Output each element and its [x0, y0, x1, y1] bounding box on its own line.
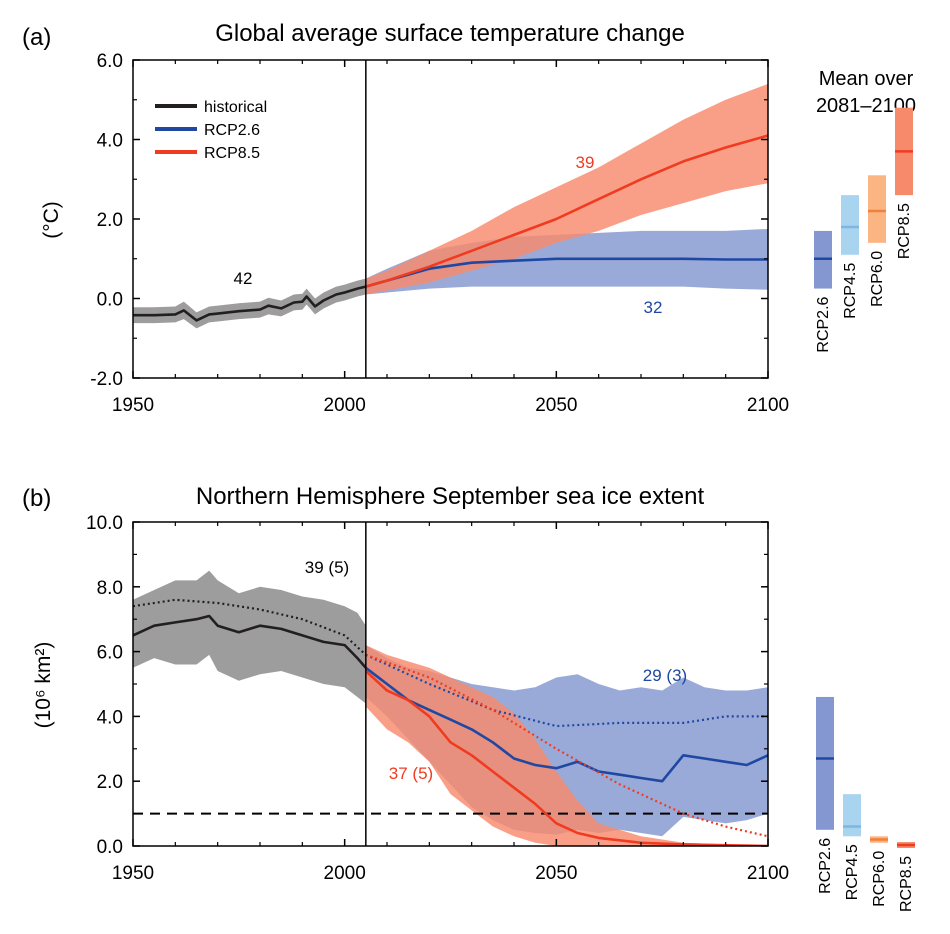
- y-tick-label: 6.0: [97, 643, 123, 664]
- panel-a-plot-area: -2.0 0.0 2.0 4.0 6.0 1950 2000 2050 2100: [90, 51, 789, 416]
- y-tick-label: 4.0: [97, 131, 123, 152]
- panel-b: (b) Northern Hemisphere September sea ic…: [22, 483, 915, 912]
- y-tick-label: 8.0: [97, 578, 123, 599]
- band-historical: [133, 570, 366, 704]
- y-tick-label: 6.0: [97, 51, 123, 72]
- series-line-historical-mean-dotted: [133, 598, 367, 656]
- side-bar-rcp4-5: [841, 195, 859, 255]
- side-bar-label-rcp6-0: RCP6.0: [869, 251, 886, 307]
- series-line-historical: [133, 285, 367, 322]
- side-bar-rcp4-5: [843, 794, 861, 837]
- y-tick-label: 2.0: [97, 210, 123, 231]
- panel-a-annotation-historical: 42: [234, 269, 253, 288]
- series-line-rcp8-5: [364, 670, 768, 846]
- y-tick-label: 0.0: [97, 290, 123, 311]
- side-bar-label-rcp4-5: RCP4.5: [844, 844, 861, 900]
- side-bar-label-rcp6-0: RCP6.0: [871, 851, 888, 907]
- side-bars-title-line-1: Mean over: [819, 68, 914, 90]
- x-tick-label: 2100: [747, 395, 789, 416]
- panel-b-side-bars: RCP2.6 RCP4.5 RCP6.0 RCP8.5: [816, 696, 915, 912]
- panel-b-annotation-rcp26: 29 (3): [643, 666, 687, 685]
- panel-a: (a) Global average surface temperature c…: [22, 20, 916, 416]
- x-tick-label: 1950: [112, 395, 154, 416]
- side-bar-label-rcp8-5: RCP8.5: [896, 203, 913, 259]
- side-bar-label-rcp2-6: RCP2.6: [817, 838, 834, 894]
- x-tick-label: 2050: [535, 863, 577, 884]
- panel-a-annotation-rcp85: 39: [576, 153, 595, 172]
- series-line-rcp8-5: [365, 134, 768, 288]
- panel-b-plot-area: 0.0 2.0 4.0 6.0 8.0 10.0 1950 2000 2050 2100: [86, 513, 789, 884]
- panel-a-title: Global average surface temperature chang…: [215, 20, 685, 47]
- panel-a-side-bars: RCP2.6 RCP4.5 RCP6.0 RCP8.5: [814, 107, 913, 353]
- panel-b-annotation-historical: 39 (5): [305, 558, 349, 577]
- side-bar-label-rcp2-6: RCP2.6: [815, 296, 832, 352]
- panel-a-annotation-rcp26: 32: [644, 298, 663, 317]
- legend-label-historical: historical: [204, 99, 267, 116]
- side-bar-label-rcp4-5: RCP4.5: [842, 263, 859, 319]
- y-tick-label: 10.0: [86, 513, 123, 534]
- legend-label-rcp2-6: RCP2.6: [204, 122, 260, 139]
- side-bar-rcp2-6: [816, 696, 834, 830]
- series-line-rcp2-6: [365, 666, 768, 783]
- band-rcp8-5: [365, 645, 768, 846]
- series-line-rcp2-6-dotted: [365, 653, 768, 728]
- panel-a-label: (a): [22, 24, 51, 51]
- panel-b-label: (b): [22, 485, 51, 512]
- x-tick-label: 2100: [747, 863, 789, 884]
- x-tick-label: 1950: [112, 863, 154, 884]
- panel-b-annotation-rcp85: 37 (5): [389, 764, 433, 783]
- panel-b-y-axis-label: (10⁶ km²): [32, 642, 55, 729]
- x-tick-label: 2000: [324, 395, 366, 416]
- x-tick-label: 2050: [535, 395, 577, 416]
- y-tick-label: 0.0: [97, 837, 123, 858]
- y-tick-label: -2.0: [90, 369, 123, 390]
- series-line-historical: [133, 614, 367, 669]
- legend-label-rcp8-5: RCP8.5: [204, 145, 260, 162]
- panel-b-title: Northern Hemisphere September sea ice ex…: [196, 483, 705, 510]
- band-rcp8-5: [365, 83, 768, 295]
- side-bar-rcp6-0: [868, 175, 886, 243]
- y-tick-label: 4.0: [97, 707, 123, 728]
- x-tick-label: 2000: [324, 863, 366, 884]
- side-bar-label-rcp8-5: RCP8.5: [898, 856, 915, 912]
- y-tick-label: 2.0: [97, 772, 123, 793]
- panel-a-legend: historical RCP2.6 RCP8.5: [155, 99, 267, 162]
- side-bars-title-line-2: 2081–2100: [816, 95, 916, 117]
- panel-a-y-axis-label: (°C): [40, 201, 63, 239]
